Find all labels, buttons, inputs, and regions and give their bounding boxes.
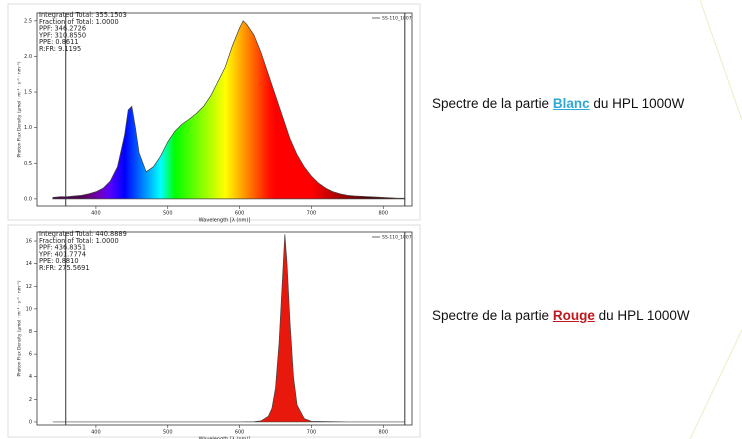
y-tick-label: 1.5 xyxy=(24,90,32,96)
chart-frame xyxy=(7,224,421,438)
legend-label: SS-110_1007 xyxy=(382,16,412,22)
y-tick-label: 1.0 xyxy=(24,125,32,131)
y-tick-label: 2.5 xyxy=(24,18,32,24)
annotation: Integrated Total: 440.8889 xyxy=(39,230,127,238)
y-tick-label: 0 xyxy=(29,419,32,425)
annotation: PPE: 0.8611 xyxy=(39,38,79,46)
y-tick-label: 8 xyxy=(29,329,32,335)
x-tick-label: 400 xyxy=(91,211,101,217)
caption-text: du HPL 1000W xyxy=(598,308,690,323)
x-axis-label: Wavelength [λ (nm)] xyxy=(199,437,251,439)
annotation: Integrated Total: 355.1503 xyxy=(39,11,127,19)
x-tick-label: 800 xyxy=(378,211,388,217)
y-tick-label: 14 xyxy=(26,261,32,267)
annotation: Fraction of Total: 1.0000 xyxy=(39,237,119,245)
x-tick-label: 500 xyxy=(163,211,173,217)
x-tick-label: 700 xyxy=(307,211,317,217)
spectrum-area xyxy=(52,20,406,200)
x-tick-label: 600 xyxy=(235,211,245,217)
y-tick-label: 2.0 xyxy=(24,54,32,60)
y-tick-label: 16 xyxy=(26,239,32,245)
caption: Spectre de la partie Blanc du HPL 1000W xyxy=(432,96,684,111)
y-tick-label: 2 xyxy=(29,397,32,403)
annotation: R:FR: 9.1195 xyxy=(39,45,81,53)
y-tick-label: 12 xyxy=(26,284,32,290)
y-tick-label: 4 xyxy=(29,374,32,380)
x-tick-label: 400 xyxy=(91,430,101,436)
annotation: YPF: 401.7774 xyxy=(38,250,86,258)
annotation: YPF: 310.8550 xyxy=(38,31,86,39)
x-axis-label: Wavelength [λ (nm)] xyxy=(199,218,251,224)
x-tick-label: 600 xyxy=(235,430,245,436)
spectrum-area xyxy=(52,234,405,423)
annotation: PPE: 0.8810 xyxy=(39,257,79,265)
y-tick-label: 0.5 xyxy=(24,161,32,167)
legend-label: SS-110_1007 xyxy=(382,235,412,241)
decor-line xyxy=(699,0,742,121)
caption-text: Spectre de la partie xyxy=(432,96,550,111)
annotation: Fraction of Total: 1.0000 xyxy=(39,18,119,26)
annotation: PPF: 346.2726 xyxy=(39,25,86,33)
caption-text: Spectre de la partie xyxy=(432,308,550,323)
y-axis-label: Photon Flux Density (µmol · m⁻² · s⁻¹ · … xyxy=(17,61,23,157)
caption-highlight: Blanc xyxy=(552,96,590,111)
annotation: PPF: 436.8351 xyxy=(39,244,86,252)
x-tick-label: 500 xyxy=(163,430,173,436)
y-tick-label: 0.0 xyxy=(24,196,32,202)
plot-area xyxy=(36,231,413,426)
x-tick-label: 700 xyxy=(307,430,317,436)
y-axis-label: Photon Flux Density (µmol · m⁻² · s⁻¹ · … xyxy=(17,280,23,376)
x-tick-label: 800 xyxy=(378,430,388,436)
caption-text: du HPL 1000W xyxy=(593,96,685,111)
caption-highlight: Rouge xyxy=(552,308,595,323)
y-tick-label: 6 xyxy=(29,352,32,358)
caption: Spectre de la partie Rouge du HPL 1000W xyxy=(432,308,690,323)
y-tick-label: 10 xyxy=(26,306,32,312)
plot-area xyxy=(36,12,413,207)
annotation: R:FR: 275.5691 xyxy=(39,264,90,272)
decor-line xyxy=(689,329,742,439)
